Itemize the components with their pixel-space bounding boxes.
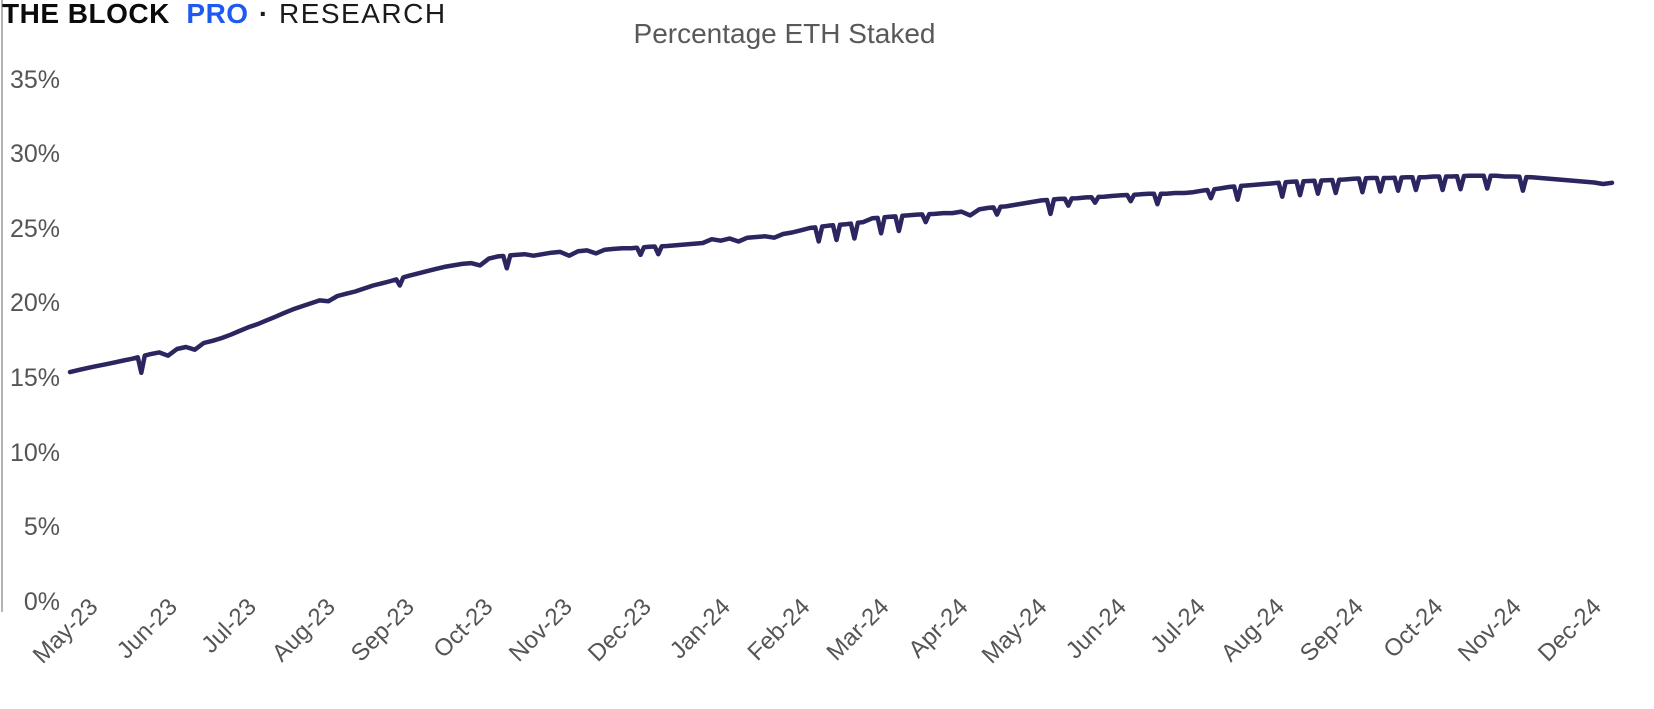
y-axis-tick-label: 20%	[9, 289, 60, 318]
chart-title: Percentage ETH Staked	[633, 18, 936, 49]
logo-research: RESEARCH	[278, 0, 447, 29]
y-axis-tick-label: 0%	[23, 588, 60, 616]
the-block-pro-research-logo: THE BLOCK PRO · RESEARCH	[2, 0, 447, 30]
y-axis-tick-label: 5%	[23, 513, 60, 542]
y-axis-tick-label: 15%	[9, 364, 60, 393]
y-axis-tick-label: 10%	[9, 438, 60, 467]
left-border-line	[1, 0, 3, 612]
logo-pro: PRO	[186, 0, 249, 29]
y-axis-tick-label: 30%	[9, 140, 60, 169]
y-axis-tick-label: 25%	[9, 214, 60, 243]
eth-staked-line	[67, 173, 1615, 376]
logo-the-block: THE BLOCK	[2, 0, 170, 29]
y-axis-tick-label: 35%	[9, 65, 60, 94]
logo-separator: ·	[258, 0, 269, 29]
